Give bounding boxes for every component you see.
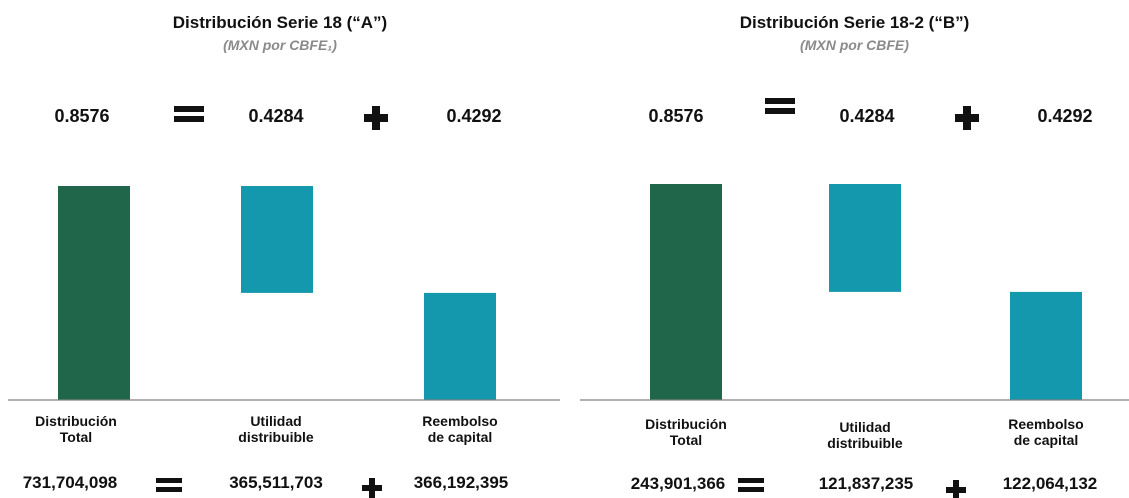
bar-utilidad-distribuible (241, 186, 313, 293)
bar-reembolso-capital (1010, 291, 1082, 400)
plus-sign-icon (364, 106, 388, 130)
category-label-utilidad: Utilidad distribuible (238, 413, 314, 445)
equals-sign-icon (156, 478, 182, 492)
category-label-total: Distribución Total (645, 416, 727, 448)
bar-reembolso-capital (424, 292, 496, 400)
bar-distribucion-total (58, 186, 130, 400)
equation-total-value: 0.8576 (54, 106, 110, 126)
utilidad-amount: 121,837,235 (818, 474, 914, 493)
bar-utilidad-distribuible (829, 184, 901, 292)
chart-panel-serie-18: Distribución Serie 18 (“A”) (MXN por CBF… (0, 0, 560, 498)
category-label-utilidad: Utilidad distribuible (827, 419, 903, 451)
equation-utilidad-value: 0.4284 (839, 106, 895, 126)
category-label-reembolso: Reembolso de capital (1008, 416, 1084, 448)
equation-reembolso-value: 0.4292 (446, 106, 502, 126)
equals-sign-icon (765, 98, 795, 114)
chart-subtitle: (MXN por CBFE₁) (223, 37, 337, 53)
reembolso-amount: 366,192,395 (413, 473, 509, 492)
equation-utilidad-value: 0.4284 (248, 106, 304, 126)
chart-subtitle: (MXN por CBFE) (800, 37, 909, 53)
equals-sign-icon (174, 106, 204, 122)
total-amount: 731,704,098 (22, 473, 118, 492)
category-label-total: Distribución Total (35, 413, 117, 445)
utilidad-amount: 365,511,703 (229, 473, 323, 492)
chart-panel-serie-18-2: Distribución Serie 18-2 (“B”) (MXN por C… (580, 0, 1129, 498)
plus-sign-icon (946, 480, 966, 498)
plus-sign-icon (955, 106, 979, 130)
chart-title: Distribución Serie 18-2 (“B”) (739, 13, 970, 32)
chart-title: Distribución Serie 18 (“A”) (172, 13, 388, 32)
waterfall-chart (8, 106, 560, 498)
total-amount: 243,901,366 (630, 474, 726, 493)
waterfall-chart (580, 98, 1129, 498)
plus-sign-icon (362, 478, 382, 498)
equation-reembolso-value: 0.4292 (1037, 106, 1093, 126)
reembolso-amount: 122,064,132 (1002, 474, 1098, 493)
equation-total-value: 0.8576 (648, 106, 704, 126)
category-label-reembolso: Reembolso de capital (422, 413, 498, 445)
bar-distribucion-total (650, 184, 722, 400)
equals-sign-icon (738, 478, 764, 492)
